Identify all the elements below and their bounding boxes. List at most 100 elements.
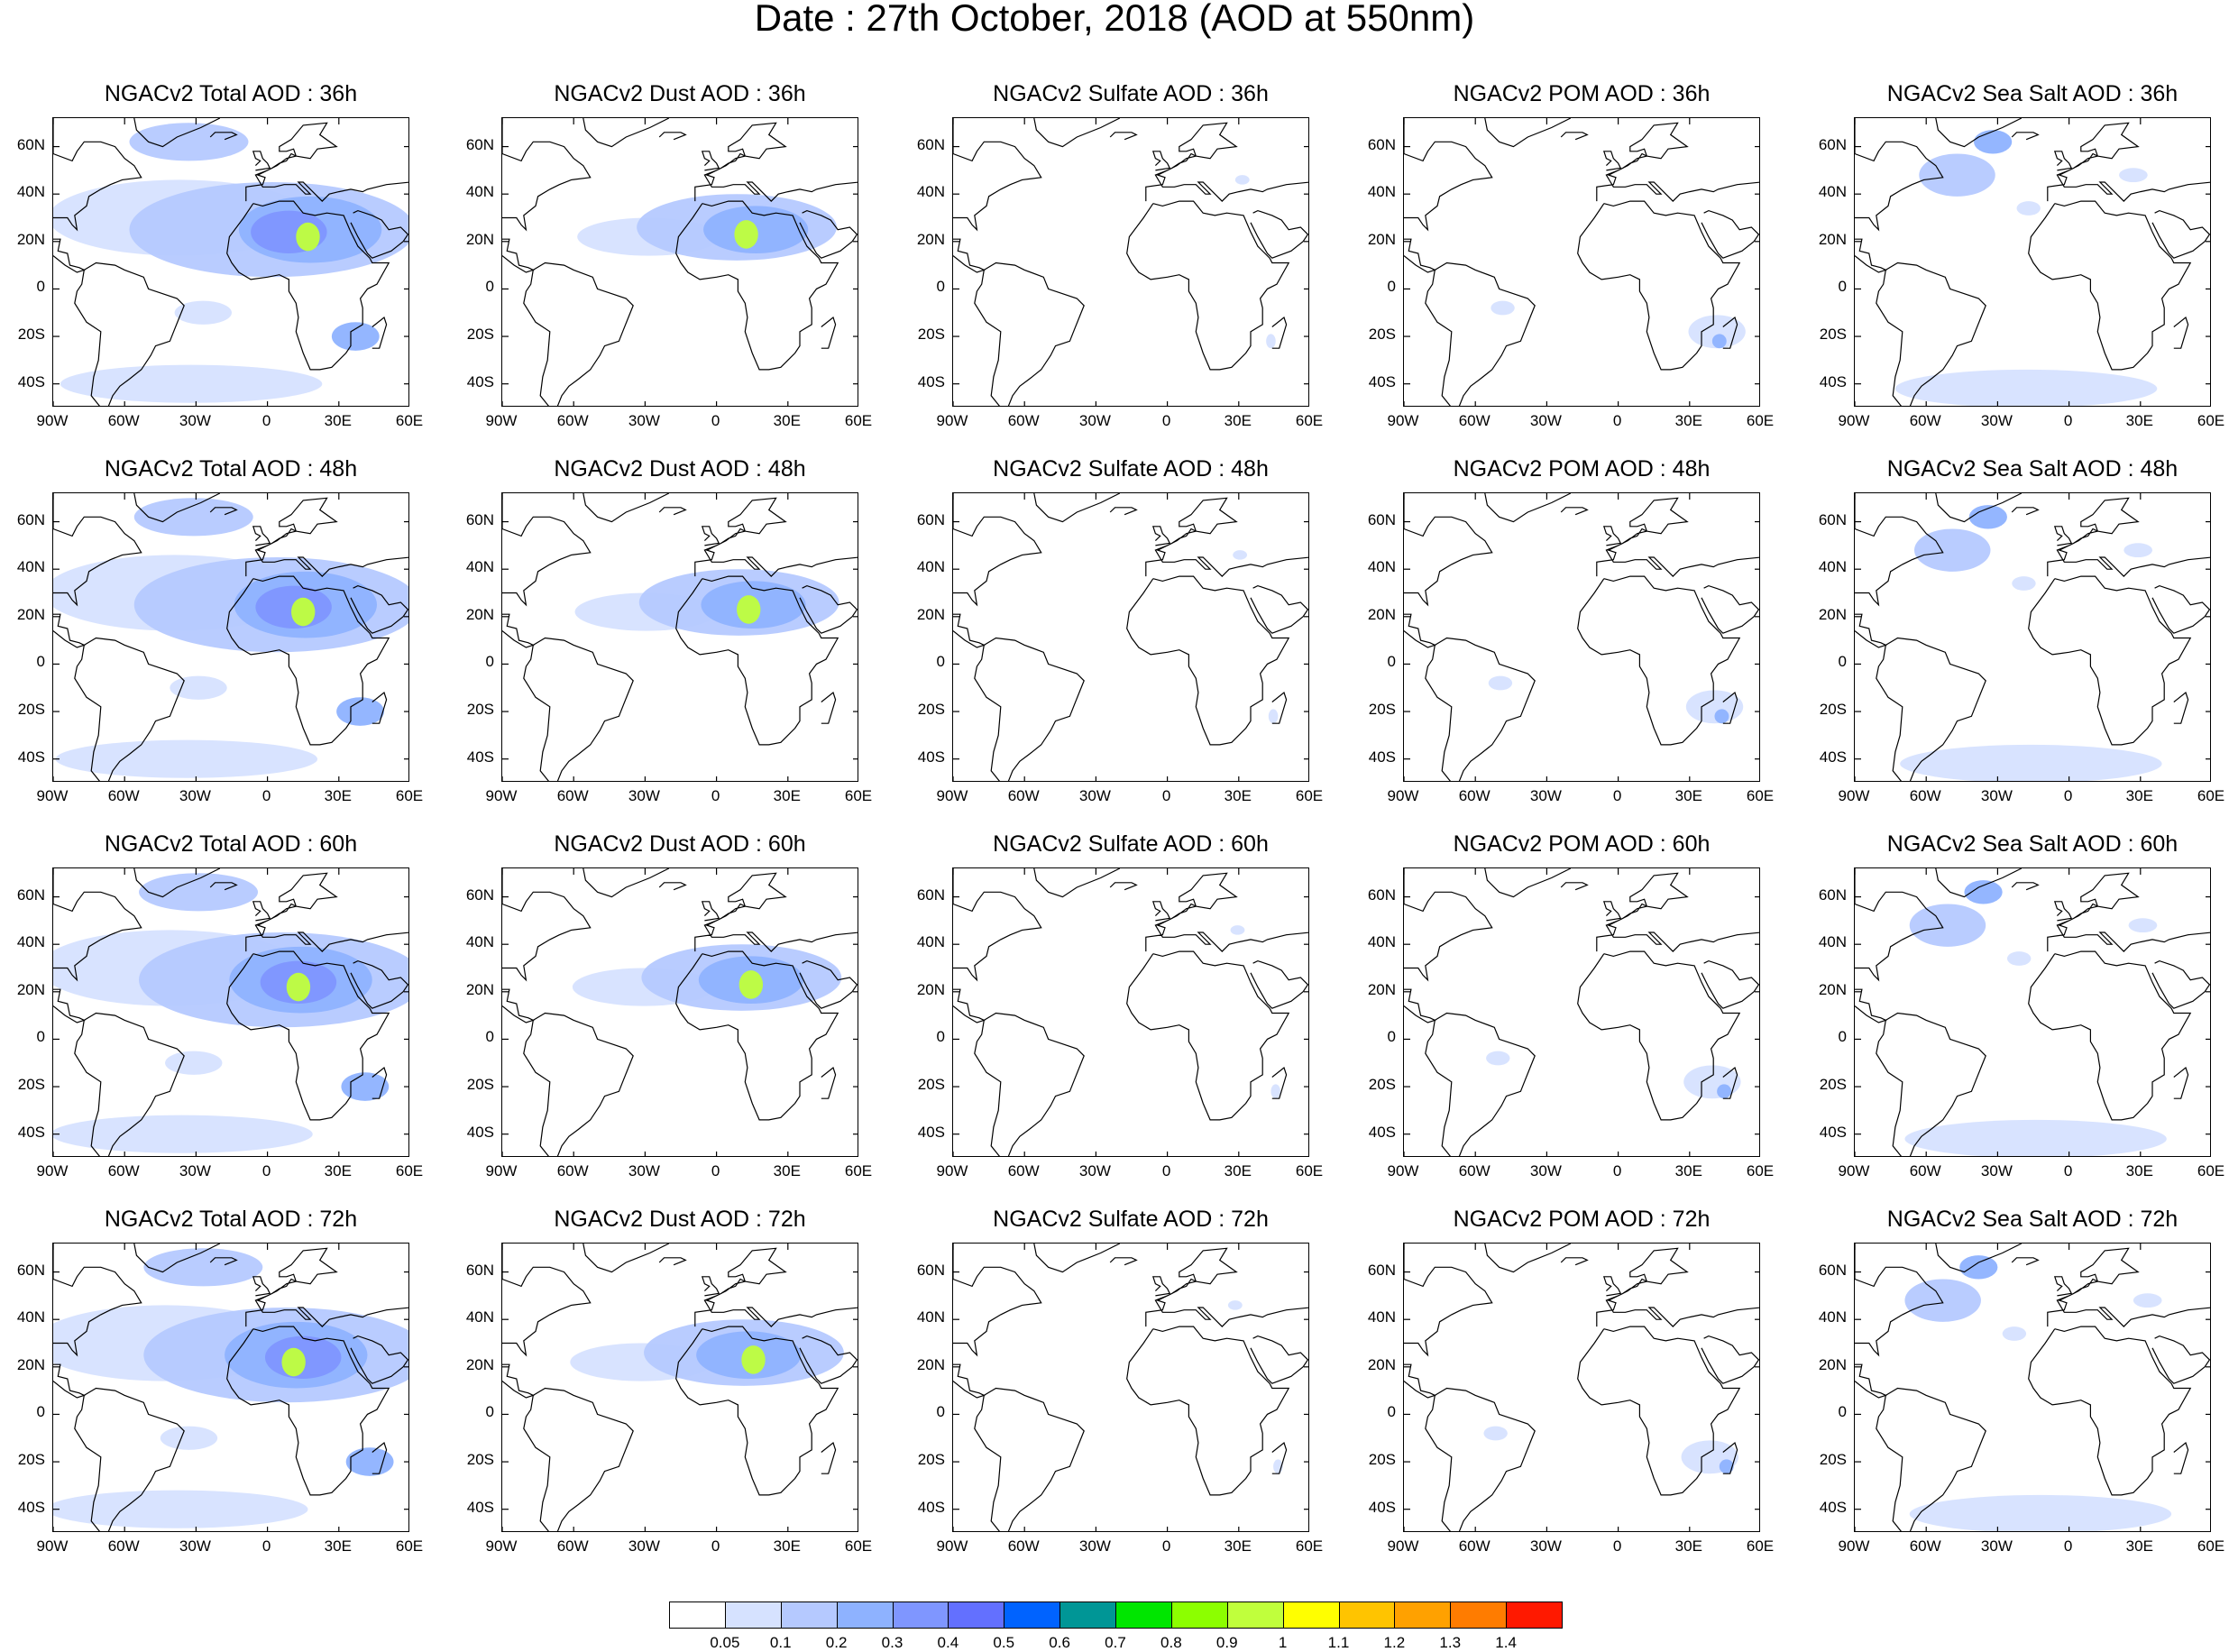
coastline-greenland — [582, 493, 670, 523]
lat-label: 40N — [1818, 183, 1847, 201]
panel-title: NGACv2 Dust AOD : 48h — [554, 456, 806, 482]
figure-title: Date : 27th October, 2018 (AOD at 550nm) — [754, 0, 1475, 39]
lon-label: 60W — [1909, 1537, 1941, 1555]
lon-label: 60W — [107, 787, 140, 804]
aod-region — [1909, 1494, 2172, 1531]
aod-region — [1688, 315, 1746, 349]
lat-label: 40N — [1367, 1308, 1396, 1326]
coastline-iceland — [209, 507, 238, 516]
lat-label: 40N — [16, 1308, 45, 1326]
coastline-iceland — [2011, 507, 2040, 516]
coastline-british-isles — [1602, 1276, 1622, 1297]
lat-label: 0 — [485, 653, 494, 671]
aod-map — [953, 493, 1308, 781]
lat-label: 40S — [1368, 1498, 1396, 1516]
coastline-europe — [1145, 872, 1308, 952]
lon-label: 30E — [2125, 1162, 2153, 1179]
colorbar-cell — [1394, 1602, 1452, 1629]
coastline-greenland — [133, 118, 221, 148]
lat-label: 40N — [916, 933, 945, 951]
coastline-madagascar — [1722, 1066, 1738, 1099]
coastline-europe — [694, 497, 858, 577]
lon-label: 30E — [1674, 1537, 1702, 1555]
lat-label: 40N — [16, 558, 45, 576]
coastline-africa — [2028, 200, 2192, 371]
coastline-central-america — [953, 988, 986, 1023]
panel-title: NGACv2 Sulfate AOD : 36h — [993, 81, 1269, 106]
panel-title: NGACv2 POM AOD : 48h — [1453, 456, 1711, 482]
aod-region — [1233, 550, 1248, 560]
lon-label: 60E — [1295, 1162, 1324, 1179]
lat-label: 20S — [1368, 1076, 1396, 1094]
coastline-north-america — [1404, 1244, 1493, 1357]
colorbar-cell — [1004, 1602, 1061, 1629]
lon-label: 60W — [107, 1162, 140, 1179]
coastline-central-america — [1855, 613, 1887, 648]
lon-label: 0 — [261, 412, 271, 429]
coastline-madagascar — [1722, 1441, 1738, 1474]
coastline-british-isles — [701, 526, 720, 546]
aod-map — [953, 118, 1308, 406]
aod-region — [741, 1345, 766, 1374]
lat-label: 20N — [916, 605, 945, 623]
coastline-arabia — [350, 209, 408, 259]
lon-label: 30W — [1078, 787, 1111, 804]
coastline-north-america — [1855, 868, 1944, 982]
coastline-europe — [1596, 872, 1759, 952]
coastline-arabia — [350, 584, 408, 634]
lon-label: 60W — [1458, 787, 1491, 804]
map-panel — [1403, 492, 1760, 782]
coastline-south-america — [974, 1012, 1085, 1156]
lon-label: 60E — [1295, 1537, 1324, 1555]
coastline-iceland — [209, 1257, 238, 1266]
aod-region — [2119, 168, 2148, 183]
aod-map — [1404, 118, 1759, 406]
coastline-central-america — [53, 238, 86, 273]
coastline-greenland — [1935, 1244, 2023, 1273]
lat-label: 20S — [466, 1451, 494, 1469]
coastline-greenland — [1935, 493, 2023, 523]
colorbar-label: 0.9 — [1215, 1634, 1238, 1651]
coastline-south-america — [1876, 262, 1986, 406]
lat-label: 60N — [16, 1261, 45, 1279]
lat-label: 0 — [936, 278, 945, 296]
lat-label: 20N — [16, 980, 45, 998]
lon-label: 30W — [1980, 787, 2013, 804]
lat-label: 20S — [917, 326, 945, 344]
lat-label: 40S — [466, 372, 494, 390]
lat-label: 60N — [16, 886, 45, 904]
coastline-iceland — [658, 1257, 687, 1266]
aod-region — [1964, 880, 2003, 904]
coastline-british-isles — [1602, 526, 1622, 546]
lat-label: 20N — [465, 980, 494, 998]
lon-label: 60E — [844, 1162, 873, 1179]
coastline-africa — [675, 575, 839, 746]
lon-label: 30W — [628, 412, 660, 429]
coastline-north-america — [53, 1244, 142, 1357]
lon-label: 30E — [2125, 412, 2153, 429]
panel-title: NGACv2 Sulfate AOD : 60h — [993, 831, 1269, 857]
coastline-arabia — [350, 1335, 408, 1384]
lat-label: 20N — [16, 1355, 45, 1373]
coastline-iceland — [209, 132, 238, 141]
coastline-europe — [1596, 497, 1759, 577]
aod-map — [502, 1244, 858, 1531]
lat-label: 0 — [36, 1403, 45, 1421]
lat-label: 20N — [16, 230, 45, 248]
lon-label: 30E — [324, 787, 352, 804]
lon-label: 30W — [179, 1162, 211, 1179]
lon-label: 0 — [1161, 787, 1171, 804]
coastline-south-america — [74, 1012, 185, 1156]
coastline-iceland — [1109, 1257, 1138, 1266]
lat-label: 20N — [1818, 1355, 1847, 1373]
colorbar-cell — [892, 1602, 949, 1629]
coastline-europe — [694, 1247, 858, 1327]
aod-region — [2016, 201, 2041, 216]
aod-region — [1268, 709, 1279, 724]
colorbar-cell — [836, 1602, 894, 1629]
lon-label: 90W — [1838, 787, 1870, 804]
lat-label: 40S — [1368, 1123, 1396, 1141]
lon-label: 30W — [1529, 1537, 1562, 1555]
coastline-arabia — [1250, 209, 1308, 259]
coastline-europe — [245, 122, 408, 202]
